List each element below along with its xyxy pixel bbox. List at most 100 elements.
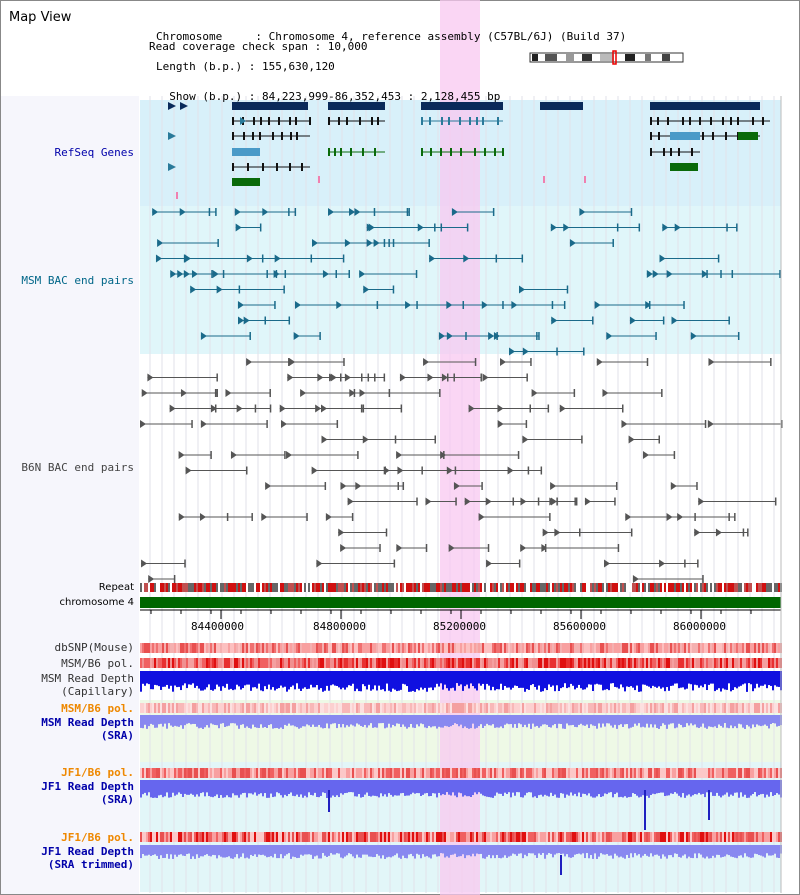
heat-cell (502, 643, 504, 653)
heat-cell (266, 832, 268, 842)
bac-end-marker (427, 373, 434, 382)
depth-bar (668, 715, 670, 725)
depth-bar (218, 715, 220, 729)
heat-cell (450, 658, 452, 668)
heat-cell (174, 643, 176, 653)
heat-cell (590, 643, 592, 653)
track-label-msm-b6-pol[interactable]: MSM/B6 pol. (61, 657, 134, 670)
heat-cell (612, 768, 614, 778)
depth-bar (320, 671, 322, 689)
track-label-jf1-b6-pol[interactable]: JF1/B6 pol. (61, 766, 134, 779)
depth-bar (420, 715, 422, 724)
depth-bar (402, 845, 404, 856)
depth-bar (398, 671, 400, 691)
heat-cell (708, 703, 710, 713)
heat-cell (534, 768, 536, 778)
depth-bar (324, 780, 326, 794)
heat-cell (344, 703, 346, 713)
ideogram-band (625, 54, 635, 61)
depth-bar (446, 715, 448, 727)
depth-bar (278, 780, 280, 794)
track-label-msm-bac[interactable]: MSM BAC end pairs (21, 274, 134, 287)
depth-bar (520, 671, 522, 688)
heat-cell (516, 703, 518, 713)
depth-bar (332, 671, 334, 685)
repeat-segment (616, 583, 618, 592)
heat-cell (772, 832, 774, 842)
repeat-segment (610, 583, 612, 592)
track-label-jf1-depth-sra[interactable]: JF1 Read Depth (SRA) (0, 780, 134, 806)
depth-bar (706, 780, 708, 793)
heat-cell (358, 832, 360, 842)
depth-bar (392, 780, 394, 797)
track-label-msm-depth-capillary[interactable]: MSM Read Depth (Capillary) (0, 672, 134, 698)
depth-bar (372, 845, 374, 858)
heat-cell (492, 643, 494, 653)
depth-bar (508, 671, 510, 688)
track-label-refseq[interactable]: RefSeq Genes (54, 146, 134, 159)
depth-bar (590, 845, 592, 856)
depth-bar (532, 671, 534, 685)
depth-bar (346, 671, 348, 688)
repeat-segment (550, 583, 552, 592)
depth-bar (284, 715, 286, 725)
track-label-dbsnp[interactable]: dbSNP(Mouse) (54, 641, 134, 654)
track-label-msm-b6-pol-sra[interactable]: MSM/B6 pol. (61, 702, 134, 715)
track-label-b6n-bac[interactable]: B6N BAC end pairs (21, 461, 134, 474)
track-label-msm-depth-sra[interactable]: MSM Read Depth (SRA) (0, 716, 134, 742)
depth-bar (536, 671, 538, 690)
heat-cell (514, 768, 516, 778)
bac-end-marker (185, 466, 192, 475)
heat-cell (496, 703, 498, 713)
heat-cell (248, 768, 250, 778)
bac-end-marker (579, 208, 586, 216)
depth-bar (222, 780, 224, 798)
depth-bar (456, 715, 458, 725)
depth-bar (458, 671, 460, 686)
bac-end-marker (340, 544, 347, 552)
repeat-segment (182, 583, 184, 592)
depth-bar (612, 671, 614, 684)
repeat-segment (542, 583, 544, 592)
heat-cell (602, 658, 604, 668)
repeat-segment (644, 583, 646, 592)
heat-cell (540, 643, 542, 653)
heat-cell (312, 832, 314, 842)
depth-bar (636, 715, 638, 726)
depth-bar (746, 845, 748, 857)
depth-bar (368, 715, 370, 726)
heat-cell (750, 643, 752, 653)
heat-cell (716, 703, 718, 713)
heat-cell (482, 658, 484, 668)
heat-cell (256, 643, 258, 653)
depth-bar (230, 780, 232, 798)
repeat-segment (444, 583, 446, 592)
heat-cell (362, 643, 364, 653)
heat-cell (744, 832, 746, 842)
depth-bar (140, 671, 142, 692)
exon (670, 148, 672, 156)
heat-cell (164, 703, 166, 713)
depth-bar (564, 780, 566, 798)
repeat-segment (606, 583, 608, 592)
depth-bar (518, 671, 520, 688)
depth-bar (282, 780, 284, 798)
depth-bar (300, 671, 302, 691)
exon (657, 117, 659, 125)
depth-bar (494, 780, 496, 796)
heat-cell (738, 658, 740, 668)
heat-cell (652, 703, 654, 713)
depth-bar (534, 780, 536, 797)
depth-bar (678, 671, 680, 689)
heat-cell (258, 832, 260, 842)
track-label-jf1-depth-trimmed[interactable]: JF1 Read Depth (SRA trimmed) (0, 845, 134, 871)
track-label-repeat[interactable]: Repeat (98, 582, 134, 593)
depth-bar (284, 845, 286, 856)
heat-cell (296, 643, 298, 653)
info-length: Length (b.p.) : 155,630,120 (156, 60, 335, 73)
heat-cell (174, 658, 176, 668)
track-label-jf1-b6-pol-trimmed[interactable]: JF1/B6 pol. (61, 831, 134, 844)
heat-cell (292, 643, 294, 653)
depth-bar (166, 780, 168, 793)
track-label-chromosome[interactable]: chromosome 4 (59, 597, 134, 608)
